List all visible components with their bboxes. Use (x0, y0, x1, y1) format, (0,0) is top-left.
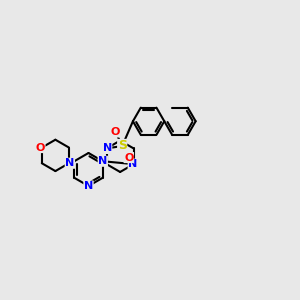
Text: N: N (128, 159, 137, 169)
Text: N: N (98, 156, 107, 166)
Text: O: O (111, 127, 120, 137)
Text: O: O (124, 152, 134, 163)
Text: S: S (118, 140, 127, 152)
Text: O: O (36, 142, 45, 153)
Text: N: N (103, 143, 112, 154)
Text: N: N (84, 181, 93, 191)
Text: N: N (65, 158, 74, 168)
